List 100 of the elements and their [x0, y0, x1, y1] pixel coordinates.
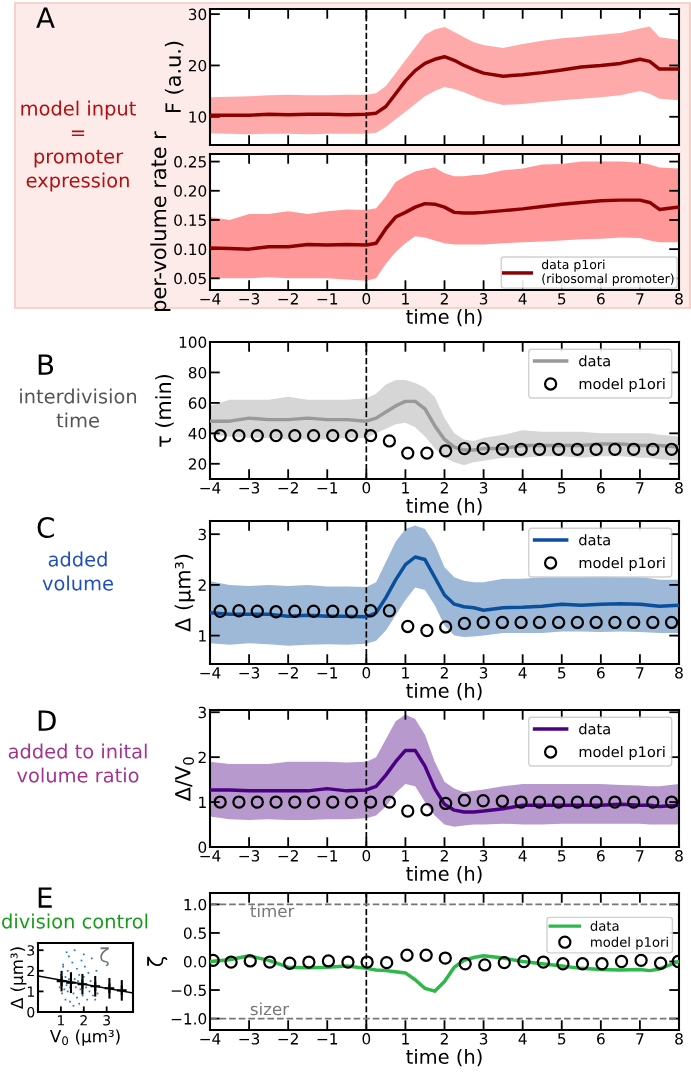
x-tick-label: −4: [200, 293, 221, 305]
text: added to inital volume ratio: [8, 743, 147, 783]
x-tick-label: 7: [636, 850, 644, 862]
y-tick-label: 0.0: [183, 955, 207, 968]
legend-label: data p1ori (ribosomal promoter): [541, 259, 674, 286]
legend-label: model p1ori: [591, 936, 668, 950]
y-axis-title: Δ (μm³): [10, 947, 27, 1009]
y-tick-label: 2: [198, 751, 206, 763]
x-tick-label: 0: [362, 482, 371, 494]
x-tick-label: −1: [317, 667, 338, 679]
y-tick-label: 0.25: [174, 156, 206, 168]
x-tick-label: 8: [675, 667, 683, 679]
x-tick-label: 6: [597, 667, 605, 679]
x-tick-label: 1: [402, 1033, 409, 1045]
x-tick-label: 2: [440, 850, 448, 862]
y-tick-label: 0.15: [174, 214, 206, 226]
x-tick-label: 7: [636, 482, 644, 494]
text: E: [38, 887, 52, 908]
legend-label: data: [579, 355, 610, 367]
legend-label: data: [590, 920, 619, 931]
ref-line-label: sizer: [250, 1002, 290, 1016]
y-tick-label: 3: [27, 945, 35, 956]
x-tick-label: −1: [317, 1033, 338, 1045]
x-tick-label: 3: [479, 1033, 488, 1045]
y-tick-label: 1.0: [184, 898, 207, 911]
text: added volume: [42, 551, 113, 591]
x-tick-label: 2: [440, 667, 448, 679]
x-tick-label: 6: [597, 1033, 605, 1045]
x-tick-label: 1: [402, 293, 409, 305]
x-axis-title: time (h): [406, 1048, 482, 1067]
x-tick-label: 1: [402, 667, 409, 679]
x-tick-label: 5: [558, 293, 566, 305]
x-tick-label: 8: [675, 850, 683, 862]
x-tick-label: 0: [362, 850, 371, 862]
x-tick-label: 1: [402, 850, 409, 862]
x-tick-label: 5: [558, 1033, 566, 1045]
x-tick-label: −1: [317, 293, 338, 305]
y-tick-label: −0.5: [171, 984, 206, 997]
x-tick-label: 3: [479, 850, 488, 862]
y-tick-label: 0: [27, 1006, 35, 1018]
text: B: [38, 354, 54, 375]
x-axis-title: time (h): [406, 497, 482, 516]
y-tick-label: 0.05: [174, 272, 206, 285]
x-tick-label: −4: [200, 667, 221, 679]
legend-label: model p1ori: [579, 745, 665, 761]
x-tick-label: 8: [675, 1033, 683, 1045]
x-axis-title: V$_{0}$ (μm³): [49, 1029, 120, 1046]
y-tick-label: 1: [199, 630, 206, 642]
text: division control: [2, 913, 148, 929]
y-tick-label: 20: [188, 458, 207, 470]
x-tick-label: −1: [317, 482, 338, 494]
x-tick-label: 6: [597, 482, 605, 494]
y-tick-label: 2: [198, 579, 206, 591]
x-tick-label: 3: [479, 667, 488, 679]
y-tick-label: 60: [188, 397, 207, 409]
x-tick-label: 3: [103, 1015, 110, 1026]
x-tick-label: −3: [239, 482, 260, 494]
y-tick-label: 2: [27, 965, 34, 977]
annotation: ζ: [100, 947, 109, 967]
x-tick-label: 1: [402, 482, 409, 494]
x-tick-label: −1: [317, 850, 338, 862]
x-tick-label: 0: [362, 293, 371, 305]
x-tick-label: −3: [239, 850, 260, 862]
text: C: [37, 517, 54, 539]
x-axis-title: time (h): [406, 308, 482, 327]
x-tick-label: 7: [636, 1033, 644, 1045]
y-tick-label: 20: [188, 59, 207, 72]
x-axis-title: time (h): [406, 682, 482, 701]
y-axis-title: per-volume rate r: [150, 131, 171, 311]
x-tick-label: −4: [200, 1033, 221, 1045]
x-tick-label: 6: [597, 293, 605, 305]
y-tick-label: 1: [199, 796, 206, 808]
x-tick-label: −2: [278, 1033, 298, 1045]
x-tick-label: 4: [518, 482, 527, 494]
x-tick-label: −2: [278, 482, 298, 494]
y-tick-label: −1.0: [171, 1013, 207, 1025]
y-tick-label: 3: [198, 528, 206, 541]
legend-label: data: [579, 534, 610, 546]
y-tick-label: 10: [189, 111, 207, 123]
x-tick-label: 2: [440, 293, 448, 305]
text: A: [36, 7, 55, 28]
x-tick-label: 7: [636, 293, 644, 305]
x-tick-label: −2: [278, 850, 298, 862]
x-tick-label: 3: [479, 293, 488, 305]
x-tick-label: 3: [479, 482, 488, 494]
x-axis-title: time (h): [406, 865, 482, 884]
y-axis-title: Δ (μm³): [174, 554, 195, 632]
x-tick-label: −4: [200, 482, 221, 494]
x-tick-label: −3: [239, 1033, 260, 1045]
y-tick-label: 100: [179, 336, 207, 349]
x-tick-label: 8: [675, 482, 683, 494]
legend-label: model p1ori: [579, 377, 665, 393]
x-tick-label: 0: [362, 667, 371, 679]
y-tick-label: 30: [188, 8, 207, 21]
x-tick-label: 8: [675, 293, 683, 305]
x-tick-label: 2: [440, 1033, 448, 1045]
x-tick-label: −2: [278, 293, 298, 305]
x-tick-label: 0: [362, 1033, 371, 1045]
x-tick-label: 5: [558, 667, 566, 679]
x-tick-label: 7: [636, 667, 644, 679]
